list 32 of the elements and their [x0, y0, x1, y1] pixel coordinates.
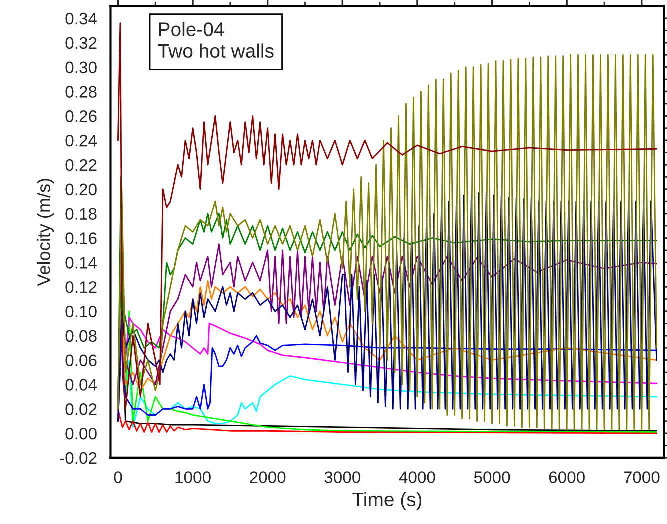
y-tick-label: 0.18 [66, 208, 97, 220]
x-tick-label: 4000 [399, 472, 436, 484]
x-axis-title: Time (s) [352, 492, 422, 510]
y-tick-label: 0.24 [66, 134, 98, 147]
y-tick-label: 0.26 [66, 110, 97, 122]
annotation: Pole-04 [159, 22, 224, 36]
y-tick-label: 0.30 [66, 62, 97, 74]
y-tick-label: 0.28 [66, 86, 97, 98]
y-tick-label: 0.00 [66, 428, 97, 440]
x-tick-label: 3000 [324, 472, 361, 484]
y-tick-label: 0.10 [66, 306, 97, 318]
y-tick-label: 0.20 [66, 184, 97, 196]
y-tick-label: 0.34 [66, 12, 98, 25]
y-tick-label: 0.14 [66, 257, 98, 269]
y-tick-label: 0.22 [66, 159, 97, 172]
x-tick-label: 7000 [624, 472, 660, 484]
y-tick-label: 0.16 [66, 232, 97, 244]
y-axis-title: Velocity (m/s) [37, 179, 54, 286]
y-tick-label: 0.06 [66, 354, 97, 367]
y-tick-label: -0.02 [60, 452, 97, 464]
x-tick-label: 0 [114, 472, 122, 484]
y-tick-label: 0.04 [66, 379, 98, 391]
x-tick-label: 2000 [250, 472, 286, 484]
x-tick-label: 6000 [549, 472, 585, 484]
y-tick-label: 0.12 [66, 281, 97, 294]
y-tick-label: 0.32 [66, 37, 97, 50]
y-tick-label: 0.08 [66, 330, 97, 342]
y-tick-label: 0.02 [66, 404, 97, 416]
annotation: Two hot walls [158, 44, 274, 58]
x-tick-label: 1000 [176, 472, 211, 484]
x-tick-label: 5000 [474, 472, 510, 484]
line-series [118, 408, 658, 434]
